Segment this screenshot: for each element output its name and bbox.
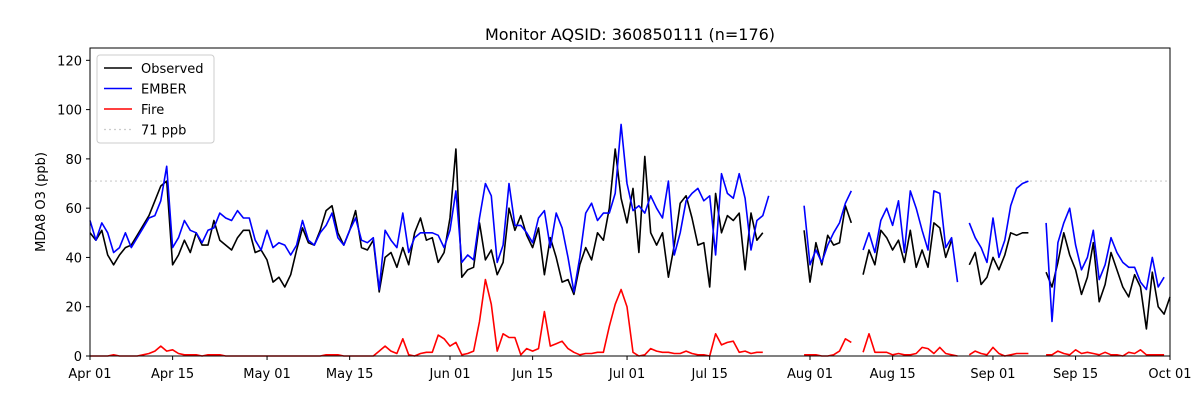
legend-label: Observed: [141, 62, 204, 77]
x-tick-label: May 15: [326, 367, 374, 382]
legend-label: EMBER: [141, 83, 187, 98]
y-tick-label: 0: [74, 350, 82, 365]
legend-label: 71 ppb: [141, 124, 186, 139]
x-tick-label: Aug 01: [787, 367, 833, 382]
y-tick-label: 120: [57, 54, 82, 69]
x-tick-label: Sep 01: [970, 367, 1015, 382]
y-tick-label: 80: [65, 153, 82, 168]
plot-area: [89, 123, 1171, 357]
chart-title: Monitor AQSID: 360850111 (n=176): [485, 25, 775, 44]
x-tick-label: May 01: [243, 367, 291, 382]
x-tick-label: Sep 15: [1053, 367, 1098, 382]
y-tick-label: 40: [65, 251, 82, 266]
x-tick-label: Aug 15: [870, 367, 916, 382]
x-tick-label: Jun 01: [429, 367, 471, 382]
series-line-ember: [89, 123, 1165, 323]
y-tick-label: 60: [65, 202, 82, 217]
x-tick-label: Oct 01: [1148, 367, 1191, 382]
y-axis-ticks: 0 20 40 60 80 100 120: [57, 54, 90, 365]
legend-box: [96, 54, 215, 144]
series-line-fire: [90, 278, 1165, 357]
x-tick-label: Apr 01: [68, 367, 111, 382]
plot-frame: [89, 47, 1171, 357]
legend-label: Fire: [141, 103, 164, 118]
x-tick-label: Apr 15: [151, 367, 194, 382]
series-line-observed: [89, 148, 1171, 330]
x-tick-label: Jul 15: [690, 367, 727, 382]
x-tick-label: Jul 01: [608, 367, 645, 382]
y-tick-label: 20: [65, 301, 82, 316]
legend: Observed EMBER Fire 71 ppb: [96, 54, 215, 144]
y-axis-label: MDA8 O3 (ppb): [34, 152, 49, 252]
y-tick-label: 100: [57, 104, 82, 119]
x-tick-label: Jun 15: [511, 367, 553, 382]
x-axis-ticks: Apr 01 Apr 15 May 01 May 15 Jun 01 Jun 15 Jul …: [68, 356, 1192, 382]
